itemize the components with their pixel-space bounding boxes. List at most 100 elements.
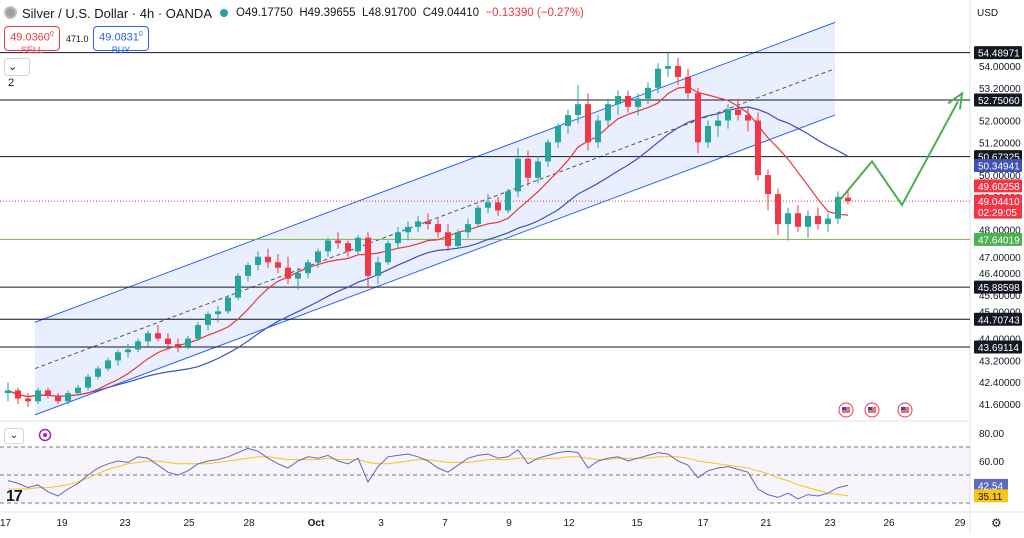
flag-canton: [842, 407, 846, 410]
candle-body: [725, 109, 731, 121]
candle: [555, 123, 561, 148]
candle-body: [745, 115, 751, 121]
indicator-count: 2: [8, 77, 15, 89]
ohlc-high: H49.39655: [299, 7, 356, 19]
candle-body: [425, 221, 431, 225]
candle-body: [825, 218, 831, 225]
sell-price-pip: 0: [49, 31, 54, 38]
candle: [645, 82, 651, 105]
rsi-tick-label: 60.00: [979, 457, 1004, 468]
candle-body: [285, 267, 291, 279]
candle: [85, 374, 91, 391]
candle: [635, 93, 641, 116]
time-tick-label: 15: [631, 518, 643, 529]
candle: [815, 207, 821, 230]
candle: [275, 254, 281, 274]
candle: [45, 387, 51, 399]
candle: [105, 357, 111, 372]
candle: [715, 112, 721, 137]
candle-body: [445, 232, 451, 246]
rsi-ma-box: [974, 489, 1008, 503]
candles-group: [5, 52, 851, 407]
time-tick-label: 3: [378, 518, 384, 529]
candle: [255, 251, 261, 271]
candle-body: [505, 191, 511, 211]
candle-body: [475, 207, 481, 225]
candle-body: [705, 125, 711, 143]
last-price-label-box: [974, 194, 1022, 219]
rsi-line: [7, 447, 849, 500]
candle-body: [715, 120, 721, 126]
rsi-ma-label: 35.11: [978, 492, 1003, 503]
candle: [705, 120, 711, 148]
rsi-collapse-button[interactable]: ⌄: [4, 428, 24, 444]
candle-body: [5, 390, 11, 394]
ma_fast-price-label-box: [974, 179, 1022, 193]
time-tick-label: 28: [243, 518, 255, 529]
buy-button[interactable]: 49.08310 BUY: [93, 26, 149, 55]
chevron-down-icon: ⌄: [8, 61, 18, 73]
candle: [185, 335, 191, 350]
level-price-label: 43.69114: [978, 343, 1019, 354]
buy-price: 49.0831: [99, 31, 139, 44]
candle-body: [255, 256, 261, 265]
candle: [625, 90, 631, 113]
spread-value: 471.0: [66, 34, 89, 44]
sell-label: SELL: [20, 44, 44, 55]
rsi-value-label: 42.54: [978, 481, 1003, 492]
candle-body: [125, 349, 131, 353]
candle-body: [325, 240, 331, 252]
candle-body: [245, 264, 251, 276]
candle: [395, 226, 401, 249]
candle-body: [485, 202, 491, 208]
candle-body: [645, 87, 651, 99]
ma_fast-price-label: 49.60258: [978, 182, 1020, 193]
ohlc-close: C49.04410: [422, 7, 480, 19]
ohlc-change: −0.13390 (−0.27%): [485, 7, 584, 19]
candle: [385, 240, 391, 265]
candle-body: [635, 98, 641, 107]
candle-body: [15, 390, 21, 399]
candle: [605, 98, 611, 126]
candle: [135, 338, 141, 353]
candle-body: [455, 232, 461, 246]
gear-icon[interactable]: ⚙: [991, 516, 1002, 530]
tradingview-logo[interactable]: 17: [6, 488, 23, 505]
level-price-label-box: [974, 280, 1022, 294]
time-tick-label: 23: [119, 518, 131, 529]
symbol-title[interactable]: Silver / U.S. Dollar · 4h · OANDA: [22, 5, 212, 21]
candle-body: [155, 333, 161, 339]
candle-body: [165, 338, 171, 345]
candle: [75, 384, 81, 396]
level-price-label: 52.75060: [978, 96, 1020, 107]
candle-body: [205, 314, 211, 325]
candle: [5, 382, 11, 402]
level-price-label-box: [974, 340, 1022, 354]
candle: [435, 218, 441, 238]
rsi-tick-label: 80.00: [979, 429, 1004, 440]
indicators-toggle-button[interactable]: ⌄ 2: [4, 58, 30, 89]
candle-body: [295, 273, 301, 279]
candle-body: [765, 175, 771, 195]
candle: [535, 155, 541, 184]
candle-body: [25, 398, 31, 402]
price-tick-label: 53.20000: [979, 84, 1021, 95]
candle: [15, 387, 21, 404]
candle-body: [695, 93, 701, 143]
currency-label[interactable]: USD: [977, 8, 999, 19]
candle: [665, 52, 671, 77]
us-event-flag-icon: [838, 402, 854, 418]
buy-price-pip: 0: [138, 31, 143, 38]
level-price-label: 45.88598: [978, 283, 1020, 294]
sell-button[interactable]: 49.03600 SELL: [4, 26, 60, 55]
silver-symbol-icon: [4, 6, 17, 19]
candle-body: [135, 341, 141, 350]
rsi-settings-icon[interactable]: [38, 428, 52, 442]
candle-body: [65, 393, 71, 402]
projection-zigzag-line: [837, 100, 959, 207]
candle-body: [385, 243, 391, 263]
level-price-label-box: [974, 93, 1022, 107]
trend-channel-lower: [34, 114, 836, 416]
